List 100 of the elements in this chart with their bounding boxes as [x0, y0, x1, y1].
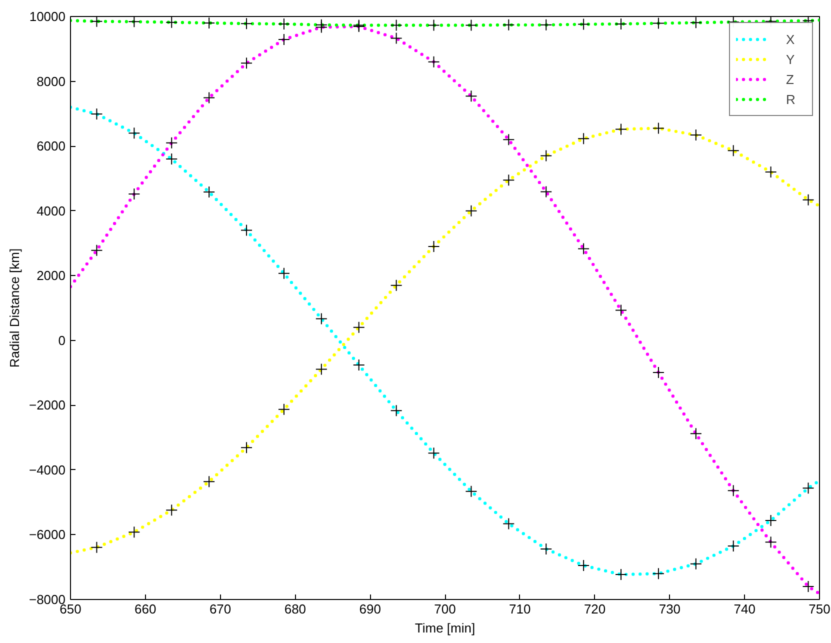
point [203, 476, 216, 488]
point [390, 32, 402, 44]
y-tick-label: −6000 [28, 527, 66, 542]
point [615, 304, 628, 316]
point [502, 174, 515, 186]
point [240, 442, 253, 454]
point [465, 485, 478, 498]
point [540, 542, 552, 555]
y-tick-label: 4000 [36, 203, 66, 218]
point [166, 504, 178, 516]
y-axis-title: Radial Distance [km] [6, 248, 22, 368]
point [390, 19, 402, 32]
point [315, 363, 328, 376]
point [278, 33, 290, 46]
point [352, 321, 365, 334]
point [764, 514, 777, 526]
x-tick-label: 730 [658, 602, 681, 616]
x-axis-title: Time [min] [414, 620, 476, 636]
y-tick-label: 6000 [36, 138, 66, 154]
point [690, 129, 702, 142]
point [240, 224, 253, 236]
point [166, 153, 178, 166]
point [166, 16, 178, 28]
y-tick-label: 2000 [36, 268, 66, 284]
point [428, 240, 440, 252]
point [727, 484, 740, 497]
point [315, 312, 328, 325]
point [540, 186, 552, 198]
point [727, 144, 740, 157]
x-tick-label: 670 [209, 602, 232, 616]
point [203, 92, 216, 104]
point [502, 134, 515, 146]
point [278, 267, 290, 280]
point [90, 244, 103, 256]
legend-label: X [786, 32, 796, 46]
y-tick-label: −4000 [28, 462, 66, 478]
point [690, 16, 702, 29]
point [540, 150, 552, 162]
point [652, 17, 664, 30]
point [727, 540, 740, 552]
point [652, 568, 664, 580]
point [802, 482, 814, 494]
point [166, 136, 178, 149]
point [428, 447, 440, 460]
point [278, 403, 290, 416]
point [128, 188, 140, 200]
point [652, 122, 664, 134]
point [203, 186, 216, 198]
point [428, 56, 440, 68]
point [615, 568, 628, 581]
point [465, 204, 478, 217]
legend-label: Y [786, 52, 796, 66]
y-tick-label: −2000 [28, 398, 66, 413]
point [278, 18, 290, 30]
point [690, 558, 702, 570]
point [240, 18, 253, 30]
y-tick-label: 8000 [36, 74, 66, 89]
y-tick-label: 0 [58, 332, 66, 348]
point [465, 90, 478, 102]
x-tick-label: 690 [359, 602, 381, 616]
legend-label: Z [786, 72, 795, 86]
point [578, 242, 590, 255]
point [690, 428, 702, 440]
point [764, 166, 777, 178]
point [578, 132, 590, 145]
line-series [70, 24, 820, 596]
point [240, 57, 253, 70]
point [90, 108, 103, 120]
point [90, 541, 103, 554]
point [465, 19, 478, 32]
point [128, 526, 140, 538]
point [802, 580, 814, 593]
point [764, 536, 777, 548]
point [502, 18, 515, 31]
point [652, 366, 664, 378]
x-tick-label: 740 [734, 602, 756, 616]
x-tick-label: 680 [284, 602, 306, 616]
point [540, 18, 552, 31]
point [203, 16, 216, 29]
x-tick-label: 700 [434, 602, 456, 616]
point [578, 559, 590, 572]
point [315, 18, 328, 31]
point [615, 18, 628, 30]
x-tick-label: 710 [509, 602, 531, 616]
point [128, 16, 140, 28]
point [390, 404, 402, 417]
x-tick-label: 660 [134, 602, 156, 616]
x-tick-label: 750 [808, 602, 830, 616]
y-tick-label: 10000 [29, 9, 66, 24]
legend-label: R [786, 92, 796, 106]
point [802, 194, 814, 206]
point [578, 18, 590, 30]
point [502, 518, 515, 530]
point [90, 16, 103, 28]
x-tick-label: 720 [584, 602, 606, 616]
point [615, 123, 628, 136]
point [128, 127, 140, 140]
point [428, 19, 440, 32]
point [352, 359, 365, 372]
point [390, 279, 402, 292]
